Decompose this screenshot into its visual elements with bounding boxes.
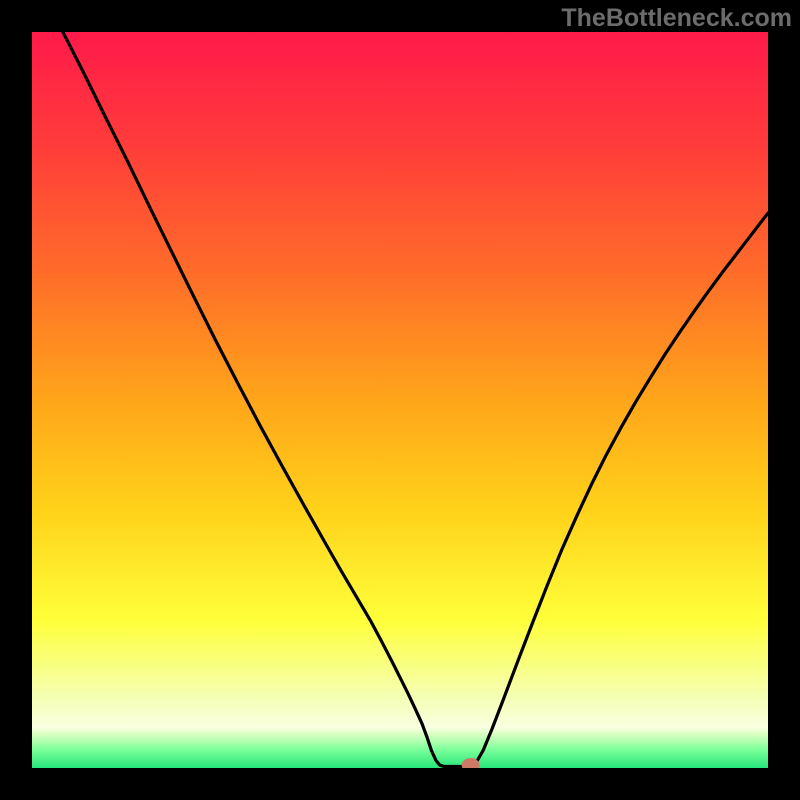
gradient-background [32,32,768,768]
chart-container: TheBottleneck.com [0,0,800,800]
plot-svg [32,32,768,768]
plot-area [32,32,768,768]
watermark-text: TheBottleneck.com [561,4,792,33]
